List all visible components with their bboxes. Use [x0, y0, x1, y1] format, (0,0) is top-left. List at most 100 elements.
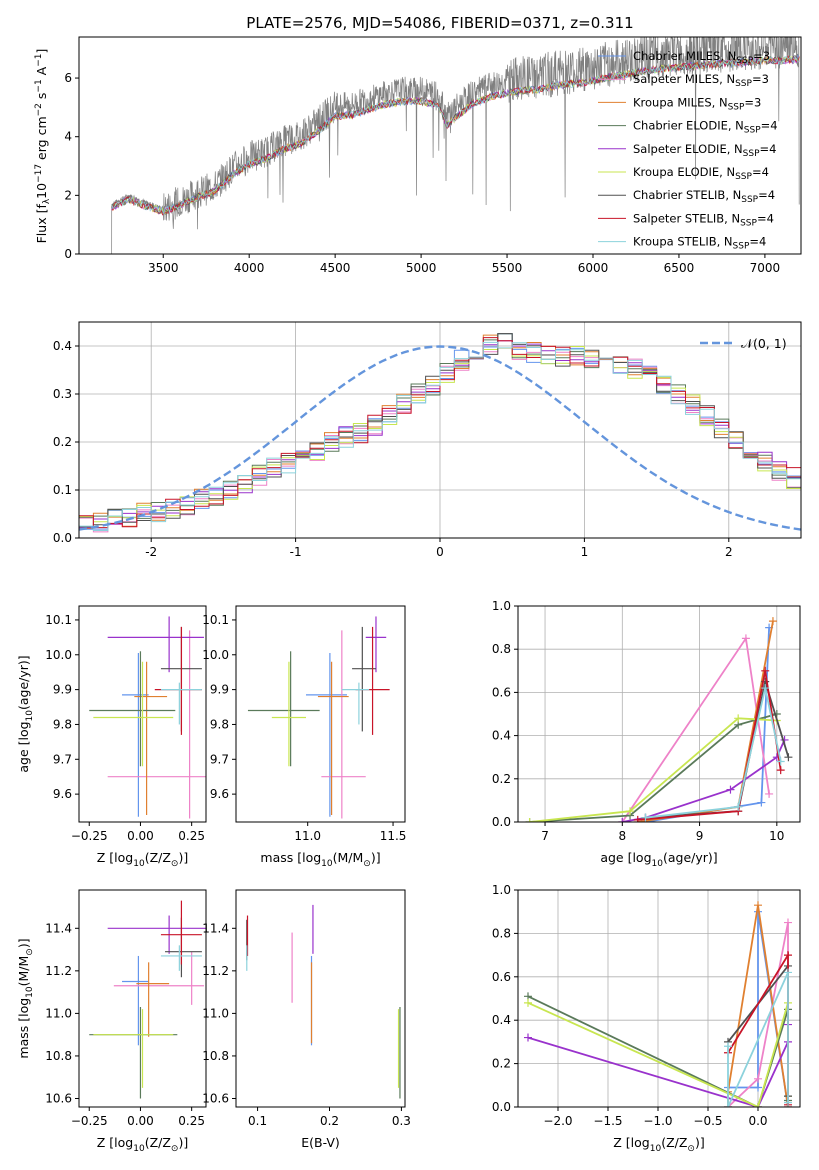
y-tick-label: 6	[64, 71, 72, 85]
x-axis-label-sun: ⊙	[171, 1144, 179, 1154]
legend-name: Salpeter STELIB	[633, 211, 724, 225]
x-tick-label: 4000	[234, 261, 265, 275]
mass-weight-marker	[734, 714, 743, 723]
legend-ssp: SSP	[728, 102, 745, 112]
x-tick-label: 11.0	[294, 829, 321, 843]
y-tick-label: 0.3	[53, 387, 72, 401]
axes-frame	[78, 321, 802, 539]
x-tick-label: −0.25	[71, 1114, 108, 1128]
y-tick-label: 9.6	[53, 787, 72, 801]
x-axis-label-part: Z [log	[97, 1135, 133, 1150]
legend-entry: 𝒩(0, 1)	[741, 336, 787, 351]
y-axis-label-part: mass [log	[16, 998, 31, 1059]
x-axis-label-sub: 10	[650, 1144, 662, 1154]
residual-histogram-step	[79, 337, 801, 529]
legend-nssp: =3	[744, 95, 761, 109]
legend-ssp: SSP	[736, 56, 753, 66]
x-tick-label: 4500	[320, 261, 351, 275]
figure-title: PLATE=2576, MJD=54086, FIBERID=0371, z=0…	[246, 14, 633, 32]
y-label-part: 10	[34, 183, 49, 199]
mass-weight-marker	[776, 766, 785, 775]
y-axis-label-end: )]	[16, 938, 31, 948]
y-tick-label: 0.4	[53, 339, 72, 353]
y-axis-label-rest: (age/yr)]	[16, 655, 31, 710]
x-tick-label: 11.5	[380, 829, 407, 843]
y-tick-label: 2	[64, 188, 72, 202]
mass-weight-marker	[754, 1103, 762, 1107]
y-tick-label: 9.7	[53, 752, 72, 766]
mass-weight-marker	[633, 815, 642, 822]
legend-name: Chabrier STELIB	[633, 188, 725, 202]
y-label-part: ]	[34, 49, 49, 54]
x-axis-label-part: E(B-V)	[301, 1135, 340, 1150]
x-axis-label-part: Z [log	[97, 850, 133, 865]
mass-weight-marker	[754, 1083, 762, 1092]
x-axis-label-rest: (Z/Z	[145, 850, 171, 865]
x-tick-label: −0.25	[71, 829, 108, 843]
mass-weight-marker	[726, 785, 735, 794]
axes-frame	[78, 889, 207, 1108]
y-tick-label: 9.7	[210, 752, 229, 766]
legend-ssp: SSP	[744, 126, 761, 136]
x-axis-label-end: )]	[371, 850, 381, 865]
y-tick-label: 10.0	[45, 648, 72, 662]
legend-name: Salpeter ELODIE	[633, 142, 727, 156]
y-label-part: s	[34, 93, 49, 104]
y-axis-label-rest: (M/M	[16, 956, 31, 987]
normal-distribution-curve	[79, 345, 801, 531]
axes-frame	[78, 36, 802, 255]
y-tick-label: 10.8	[202, 1049, 229, 1063]
legend-n: , N	[720, 49, 736, 63]
mass-weight-marker	[524, 998, 532, 1007]
plot-area	[111, 37, 800, 254]
y-tick-label: 4	[64, 130, 72, 144]
legend-name: Salpeter MILES	[633, 72, 719, 86]
x-axis-label-rest: (Z/Z	[145, 1135, 171, 1150]
x-axis-label-end: )]	[178, 850, 188, 865]
legend-name: Chabrier MILES	[633, 49, 720, 63]
mass-weight-marker	[618, 818, 627, 822]
legend-ssp: SSP	[735, 172, 752, 182]
y-tick-label: 10.1	[202, 613, 229, 627]
y-axis-label-part: age [log	[16, 721, 31, 772]
model-spectrum-line	[111, 56, 800, 215]
legend-name: Kroupa ELODIE	[633, 165, 719, 179]
x-tick-label: −0.5	[693, 1114, 722, 1128]
plot-area	[246, 904, 401, 1099]
axes-frame	[78, 605, 207, 823]
y-label-sup: −1	[34, 79, 44, 92]
legend-name: Chabrier ELODIE	[633, 119, 728, 133]
x-tick-label: −1.5	[593, 1114, 622, 1128]
x-axis-label-end: )]	[178, 1135, 188, 1150]
mass-weight-marker	[525, 818, 534, 822]
y-tick-label: 10.8	[45, 1049, 72, 1063]
x-axis-label-part: age [log	[600, 850, 651, 865]
x-tick-label: 0.25	[178, 829, 205, 843]
x-tick-label: 6500	[664, 261, 695, 275]
x-tick-label: -2	[145, 545, 157, 559]
legend-n: , N	[719, 72, 735, 86]
x-axis-label-sun: ⊙	[687, 1144, 695, 1154]
residuals-panel: -2 -1 0 1 2 0.0 0.1 0.2 0.3 0.4 𝒩(0, 1)	[53, 321, 802, 559]
y-label-sup: −17	[34, 164, 44, 183]
plot-area	[247, 616, 390, 819]
mass-weight-marker	[761, 684, 770, 693]
x-axis-label: Z [log10(Z/Z⊙)]	[97, 850, 188, 869]
x-axis-label: mass [log10(M/M⊙)]	[260, 850, 380, 869]
mass-weight-marker	[784, 968, 792, 977]
mass-weight-marker	[784, 1098, 792, 1107]
age-vs-metallicity-panel: −0.25 0.00 0.259.69.79.89.910.010.1Z [log1…	[16, 605, 207, 869]
mass-weight-line	[645, 687, 782, 819]
mass-weight-marker	[765, 789, 774, 798]
x-axis-label-rest: (Z/Z	[661, 1135, 687, 1150]
y-tick-label: 11.0	[45, 1006, 72, 1020]
mass-vs-ebv-panel: 0.1 0.2 0.3 10.6 10.8 11.0 11.2 11.4 E(B-V)	[202, 889, 411, 1150]
x-axis-label-rest: (age/yr)]	[663, 850, 718, 865]
y-tick-label: 11.4	[202, 921, 229, 935]
legend-n: , N	[725, 188, 741, 202]
legend-nssp: =4	[757, 211, 774, 225]
y-label-part: Flux [f	[34, 204, 49, 244]
mass-weight-marker	[776, 757, 785, 766]
x-tick-label: 6000	[578, 261, 609, 275]
y-tick-label: 0.1	[53, 483, 72, 497]
